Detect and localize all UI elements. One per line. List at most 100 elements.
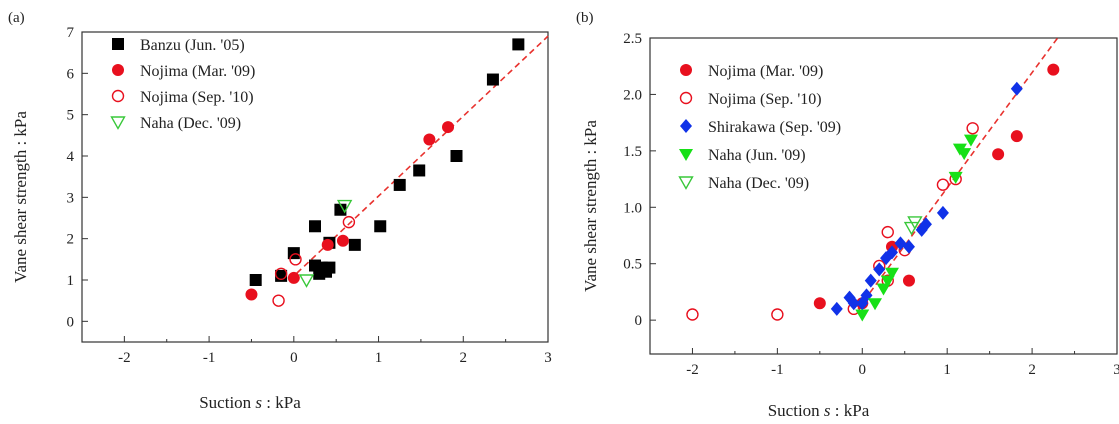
data-point-b xyxy=(813,297,826,310)
plot-frame-a xyxy=(81,31,549,343)
trend-line-b-path xyxy=(857,37,1059,310)
chart-panel-b: (b) -2 -1 0 1 2 3 0 0.5 1.0 1.5 2.0 2.5 Nojima (Mar… xyxy=(576,10,1119,420)
data-point-a xyxy=(393,178,406,191)
x-tick-label-b: -2 xyxy=(686,362,699,378)
y-tick-label-b: 1.0 xyxy=(623,200,642,216)
y-tick-label-b: 2.5 xyxy=(623,31,642,47)
x-tick-label-a: 3 xyxy=(544,350,552,366)
x-tick-label-a: 1 xyxy=(375,350,383,366)
x-axis-label-b: Suction s : kPa xyxy=(768,401,870,420)
data-point-a xyxy=(287,247,300,260)
data-point-a xyxy=(289,253,302,266)
data-point-a xyxy=(336,199,353,214)
data-point-b xyxy=(864,273,877,288)
x-tick-label-a: 2 xyxy=(460,350,468,366)
series-b-naha-dec-09 xyxy=(903,216,923,236)
series-b-naha-jun-09 xyxy=(855,134,978,322)
y-tick-label-a: 3 xyxy=(67,190,75,206)
data-point-b xyxy=(902,239,915,254)
series-a-nojima-mar-09 xyxy=(245,121,455,301)
legend-label-b-nojima-mar-09: Nojima (Mar. '09) xyxy=(708,63,823,80)
chart-panel-a: (a) -2 -1 0 1 2 3 0 1 2 3 4 5 6 7 Banzu (Jun. '05) Noj… xyxy=(8,10,552,412)
x-tick-label-b: -1 xyxy=(771,362,784,378)
y-axis-label-b: Vane shear strength : kPa xyxy=(581,120,600,292)
legend-a: Banzu (Jun. '05) Nojima (Mar. '09) Nojima … xyxy=(110,37,255,132)
data-point-b xyxy=(902,274,915,287)
x-tick-label-b: 1 xyxy=(943,362,951,378)
legend-marker-b-nojima-sep-10 xyxy=(679,91,693,105)
data-point-b xyxy=(907,216,923,230)
y-tick-label-b: 0.5 xyxy=(623,257,642,273)
y-tick-label-a: 2 xyxy=(67,232,75,248)
x-axis-label-b-prefix: Suction xyxy=(768,401,824,420)
data-point-a xyxy=(450,150,463,162)
data-point-a xyxy=(334,203,347,216)
y-tick-label-a: 0 xyxy=(67,314,75,330)
legend-marker-b-naha-jun-09 xyxy=(679,149,693,161)
data-point-b xyxy=(957,148,972,161)
legend-marker-a-nojima-sep-10 xyxy=(111,89,125,103)
data-point-a xyxy=(336,234,349,247)
data-point-a xyxy=(342,215,356,229)
x-axis-label-a-prefix: Suction xyxy=(199,393,255,412)
x-tick-label-a: 0 xyxy=(290,350,298,366)
legend-label-b-naha-jun-09: Naha (Jun. '09) xyxy=(708,147,806,164)
data-point-a xyxy=(287,271,300,284)
data-point-b xyxy=(873,262,886,277)
plot-frame-b xyxy=(649,37,1118,355)
x-axis-label-b-var: s xyxy=(824,401,831,420)
x-axis-label-a-var: s xyxy=(255,393,262,412)
legend-label-b-nojima-sep-10: Nojima (Sep. '10) xyxy=(708,91,822,108)
legend-marker-b-naha-dec-09 xyxy=(678,176,694,190)
y-tick-label-b: 0 xyxy=(635,313,643,329)
x-axis-label-a-suffix: : kPa xyxy=(262,393,301,412)
x-tick-label-a: -1 xyxy=(203,350,216,366)
series-a-naha-dec-09 xyxy=(298,199,353,288)
series-b-shirakawa-sep-09 xyxy=(830,81,1023,316)
data-point-b xyxy=(966,122,979,135)
data-point-b xyxy=(686,308,699,321)
data-point-a xyxy=(413,164,426,177)
legend-label-a-banzu-jun-05: Banzu (Jun. '05) xyxy=(140,37,245,54)
legend-label-b-shirakawa-sep-09: Shirakawa (Sep. '09) xyxy=(708,119,841,136)
axis-ticks-a: -2 -1 0 1 2 3 0 1 2 3 4 5 6 7 xyxy=(67,25,552,366)
legend-label-a-nojima-sep-10: Nojima (Sep. '10) xyxy=(140,89,254,106)
data-point-a xyxy=(275,269,288,282)
x-axis-label-b-suffix: : kPa xyxy=(831,401,870,420)
data-point-b xyxy=(881,225,894,239)
data-point-b xyxy=(885,245,898,260)
data-point-b xyxy=(880,275,895,288)
data-point-a xyxy=(309,220,321,233)
data-point-a xyxy=(442,121,455,134)
data-point-a xyxy=(348,238,361,251)
data-point-a xyxy=(512,38,525,51)
trend-line-b xyxy=(857,37,1059,310)
x-tick-label-a: -2 xyxy=(118,350,131,366)
y-tick-label-a: 1 xyxy=(67,273,75,289)
series-b-nojima-sep-10 xyxy=(686,122,979,321)
data-points-a xyxy=(245,38,525,307)
data-point-b xyxy=(847,296,860,311)
panel-label-b: (b) xyxy=(576,10,594,26)
legend-marker-b-shirakawa-sep-09 xyxy=(680,119,692,133)
data-point-a xyxy=(374,220,387,233)
legend-marker-a-banzu-jun-05 xyxy=(112,38,124,50)
legend-label-b-naha-dec-09: Naha (Dec. '09) xyxy=(708,175,809,192)
legend-marker-a-naha-dec-09 xyxy=(110,116,126,130)
data-point-b xyxy=(771,308,784,321)
data-point-b xyxy=(868,298,883,311)
x-tick-label-b: 2 xyxy=(1028,362,1036,378)
data-point-b xyxy=(948,171,963,184)
legend-marker-a-nojima-mar-09 xyxy=(112,64,124,76)
data-point-b xyxy=(884,267,899,280)
x-axis-label-a: Suction s : kPa xyxy=(199,393,301,412)
data-point-a xyxy=(486,73,499,86)
data-point-a xyxy=(245,288,258,301)
data-point-a xyxy=(274,267,288,280)
data-point-b xyxy=(919,217,932,232)
data-point-a xyxy=(323,261,336,274)
legend-b: Nojima (Mar. '09) Nojima (Sep. '10) Shirak… xyxy=(678,63,841,192)
series-a-nojima-sep-10 xyxy=(272,215,356,307)
y-tick-label-a: 4 xyxy=(67,149,75,165)
